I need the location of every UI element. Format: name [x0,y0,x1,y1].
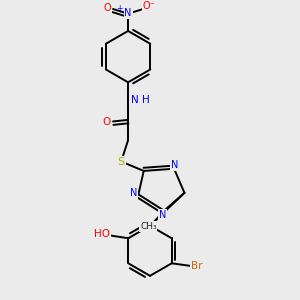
Text: +: + [116,4,122,13]
Text: N: N [124,8,132,18]
Text: H: H [142,94,150,104]
Text: Br: Br [191,261,202,272]
Text: N: N [171,160,178,170]
Text: HO: HO [94,229,110,239]
Text: O: O [103,3,111,13]
Text: O⁻: O⁻ [142,1,155,11]
Text: N: N [130,188,137,198]
Text: CH₃: CH₃ [140,222,157,231]
Text: N: N [131,94,139,104]
Text: O: O [103,117,111,127]
Text: N: N [159,210,166,220]
Text: S: S [118,157,125,166]
